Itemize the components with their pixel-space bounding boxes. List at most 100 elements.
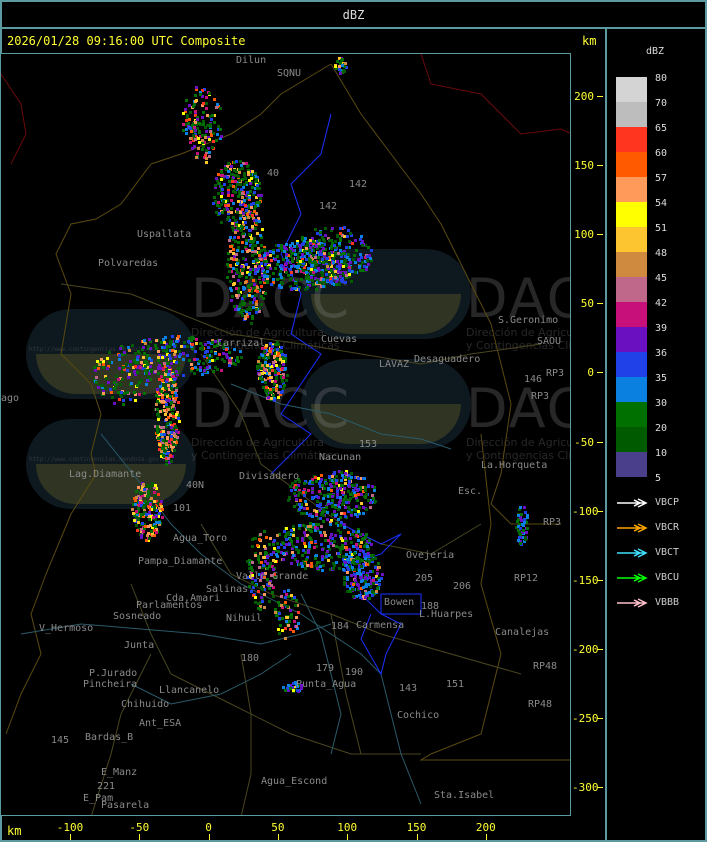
echo-pixel — [233, 222, 236, 225]
echo-pixel — [248, 204, 251, 207]
echo-pixel — [253, 208, 256, 211]
echo-pixel — [303, 542, 306, 545]
echo-pixel — [274, 373, 277, 376]
legend-label: 48 — [655, 248, 668, 259]
echo-pixel — [315, 523, 318, 526]
echo-pixel — [371, 570, 374, 573]
echo-pixel — [357, 493, 360, 496]
echo-pixel — [133, 497, 136, 500]
echo-pixel — [270, 283, 273, 286]
echo-pixel — [278, 632, 281, 635]
place-label: S.Geronimo — [498, 315, 559, 326]
echo-pixel — [170, 401, 173, 404]
echo-pixel — [228, 359, 231, 362]
echo-pixel — [365, 542, 368, 545]
echo-pixel — [119, 347, 122, 350]
radar-map[interactable]: DACC Dirección de Agricultura y Contingenc… — [0, 53, 571, 816]
echo-pixel — [324, 539, 327, 542]
echo-pixel — [194, 350, 197, 353]
echo-pixel — [232, 190, 235, 193]
echo-pixel — [294, 494, 297, 497]
echo-pixel — [207, 346, 210, 349]
echo-pixel — [205, 161, 208, 164]
echo-pixel — [343, 583, 346, 586]
echo-pixel — [323, 242, 326, 245]
echo-pixel — [253, 283, 256, 286]
echo-pixel — [275, 614, 278, 617]
place-label: Lag.Diamante — [69, 469, 142, 480]
echo-pixel — [250, 203, 253, 206]
echo-pixel — [347, 253, 350, 256]
echo-pixel — [336, 275, 339, 278]
echo-pixel — [311, 491, 314, 494]
echo-pixel — [100, 358, 103, 361]
echo-pixel — [215, 139, 218, 142]
echo-pixel — [165, 343, 168, 346]
echo-pixel — [361, 261, 364, 264]
echo-pixel — [129, 360, 132, 363]
echo-pixel — [308, 249, 311, 252]
echo-pixel — [248, 567, 251, 570]
echo-pixel — [256, 204, 259, 207]
echo-pixel — [227, 170, 230, 173]
echo-pixel — [102, 366, 105, 369]
echo-pixel — [158, 521, 161, 524]
echo-pixel — [172, 343, 175, 346]
echo-pixel — [342, 252, 345, 255]
echo-pixel — [173, 384, 176, 387]
echo-pixel — [362, 563, 365, 566]
echo-pixel — [157, 412, 160, 415]
echo-pixel — [233, 161, 236, 164]
echo-pixel — [218, 353, 221, 356]
echo-pixel — [140, 528, 143, 531]
echo-pixel — [280, 247, 283, 250]
echo-pixel — [518, 536, 521, 539]
echo-pixel — [232, 229, 235, 232]
echo-pixel — [245, 194, 248, 197]
echo-pixel — [194, 94, 197, 97]
echo-pixel — [194, 366, 197, 369]
echo-pixel — [256, 259, 259, 262]
echo-pixel — [248, 229, 251, 232]
echo-pixel — [255, 261, 258, 264]
echo-pixel — [331, 499, 334, 502]
echo-pixel — [182, 358, 185, 361]
echo-pixel — [231, 226, 234, 229]
echo-pixel — [347, 263, 350, 266]
echo-pixel — [241, 314, 244, 317]
echo-pixel — [266, 562, 269, 565]
echo-pixel — [278, 604, 281, 607]
echo-pixel — [251, 247, 254, 250]
echo-pixel — [311, 487, 314, 490]
echo-pixel — [348, 273, 351, 276]
echo-pixel — [260, 295, 263, 298]
echo-pixel — [157, 359, 160, 362]
echo-pixel — [339, 531, 342, 534]
echo-pixel — [265, 260, 268, 263]
echo-pixel — [247, 169, 250, 172]
echo-pixel — [328, 548, 331, 551]
echo-pixel — [303, 507, 306, 510]
echo-pixel — [162, 400, 165, 403]
echo-pixel — [328, 263, 331, 266]
echo-pixel — [158, 512, 161, 515]
echo-pixel — [171, 424, 174, 427]
echo-pixel — [294, 265, 297, 268]
echo-pixel — [371, 494, 374, 497]
echo-pixel — [365, 508, 368, 511]
echo-pixel — [301, 249, 304, 252]
echo-pixel — [194, 129, 197, 132]
echo-pixel — [290, 540, 293, 543]
echo-pixel — [260, 249, 263, 252]
echo-pixel — [330, 245, 333, 248]
echo-pixel — [275, 357, 278, 360]
legend-swatch — [616, 377, 647, 402]
echo-pixel — [319, 231, 322, 234]
echo-pixel — [126, 391, 129, 394]
echo-pixel — [144, 525, 147, 528]
echo-pixel — [163, 452, 166, 455]
echo-pixel — [145, 372, 148, 375]
echo-pixel — [375, 575, 378, 578]
echo-pixel — [355, 531, 358, 534]
echo-pixel — [264, 368, 267, 371]
